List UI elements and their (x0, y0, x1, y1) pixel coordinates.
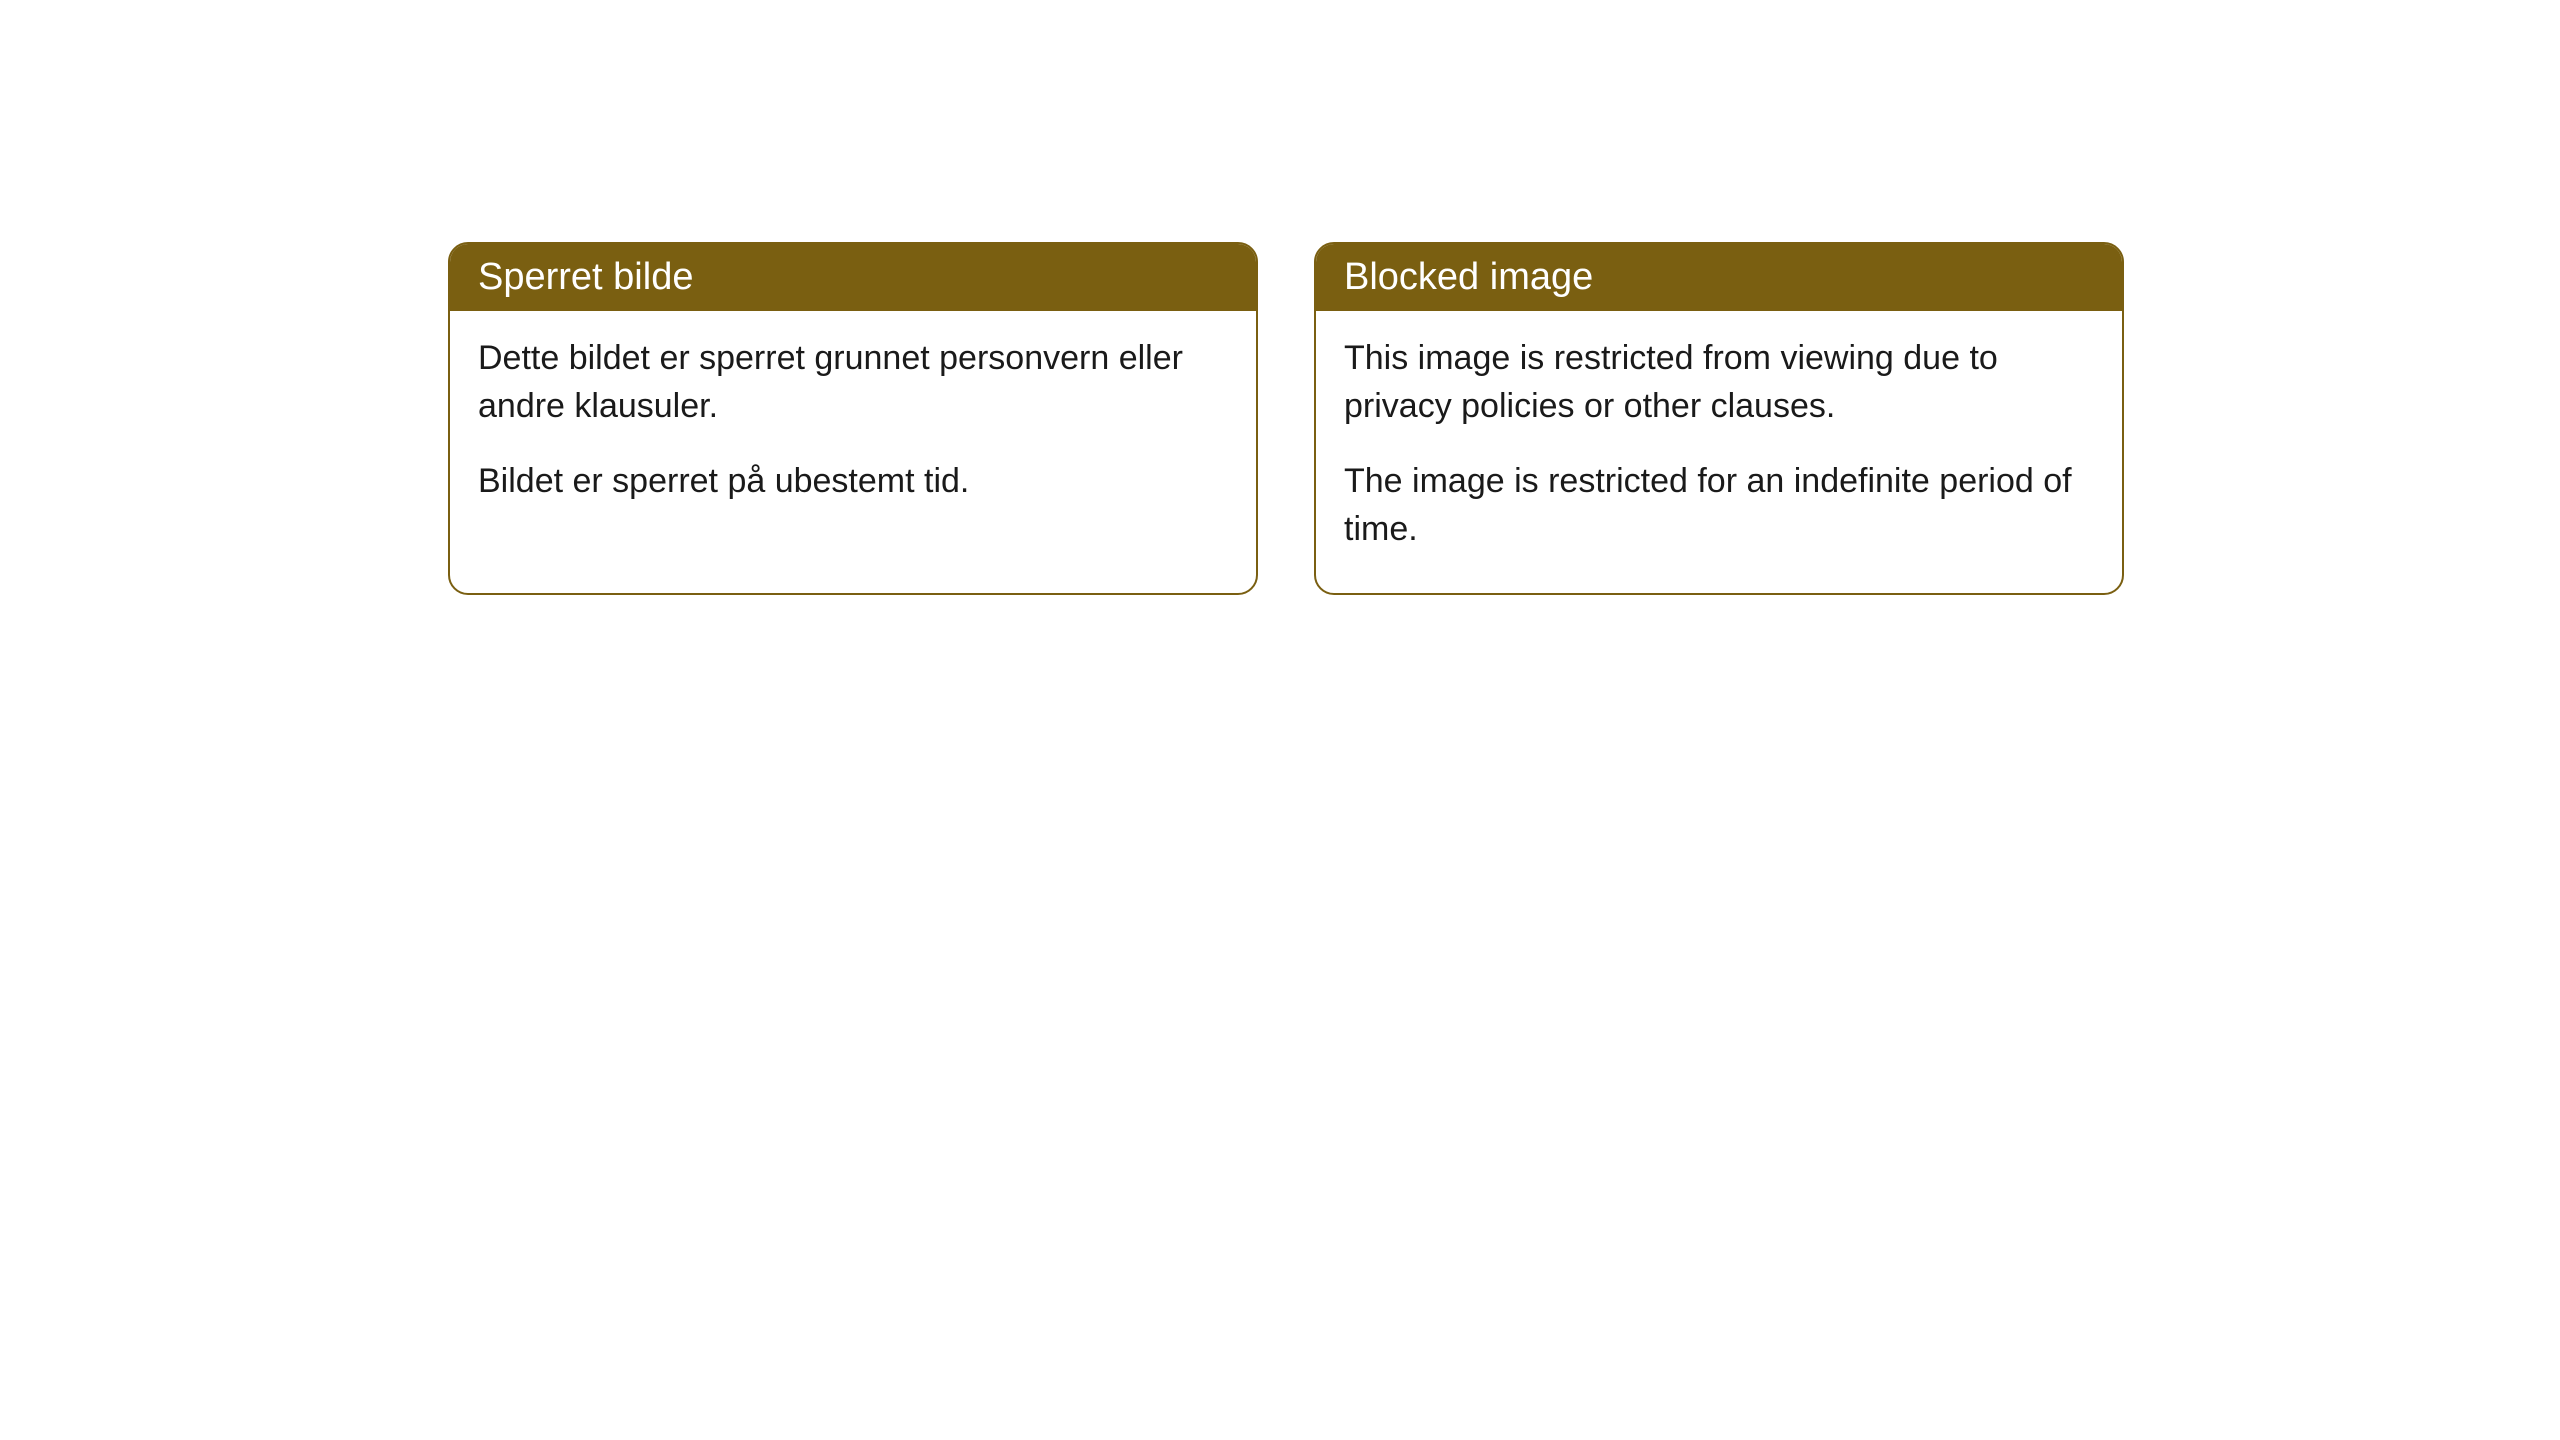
notice-body-norwegian: Dette bildet er sperret grunnet personve… (450, 311, 1256, 546)
notice-container: Sperret bilde Dette bildet er sperret gr… (0, 0, 2560, 595)
notice-card-norwegian: Sperret bilde Dette bildet er sperret gr… (448, 242, 1258, 595)
notice-text-line1: This image is restricted from viewing du… (1344, 335, 2094, 430)
notice-text-line1: Dette bildet er sperret grunnet personve… (478, 335, 1228, 430)
notice-text-line2: The image is restricted for an indefinit… (1344, 458, 2094, 553)
notice-header-norwegian: Sperret bilde (450, 244, 1256, 311)
notice-text-line2: Bildet er sperret på ubestemt tid. (478, 458, 1228, 506)
notice-header-english: Blocked image (1316, 244, 2122, 311)
notice-card-english: Blocked image This image is restricted f… (1314, 242, 2124, 595)
notice-body-english: This image is restricted from viewing du… (1316, 311, 2122, 593)
